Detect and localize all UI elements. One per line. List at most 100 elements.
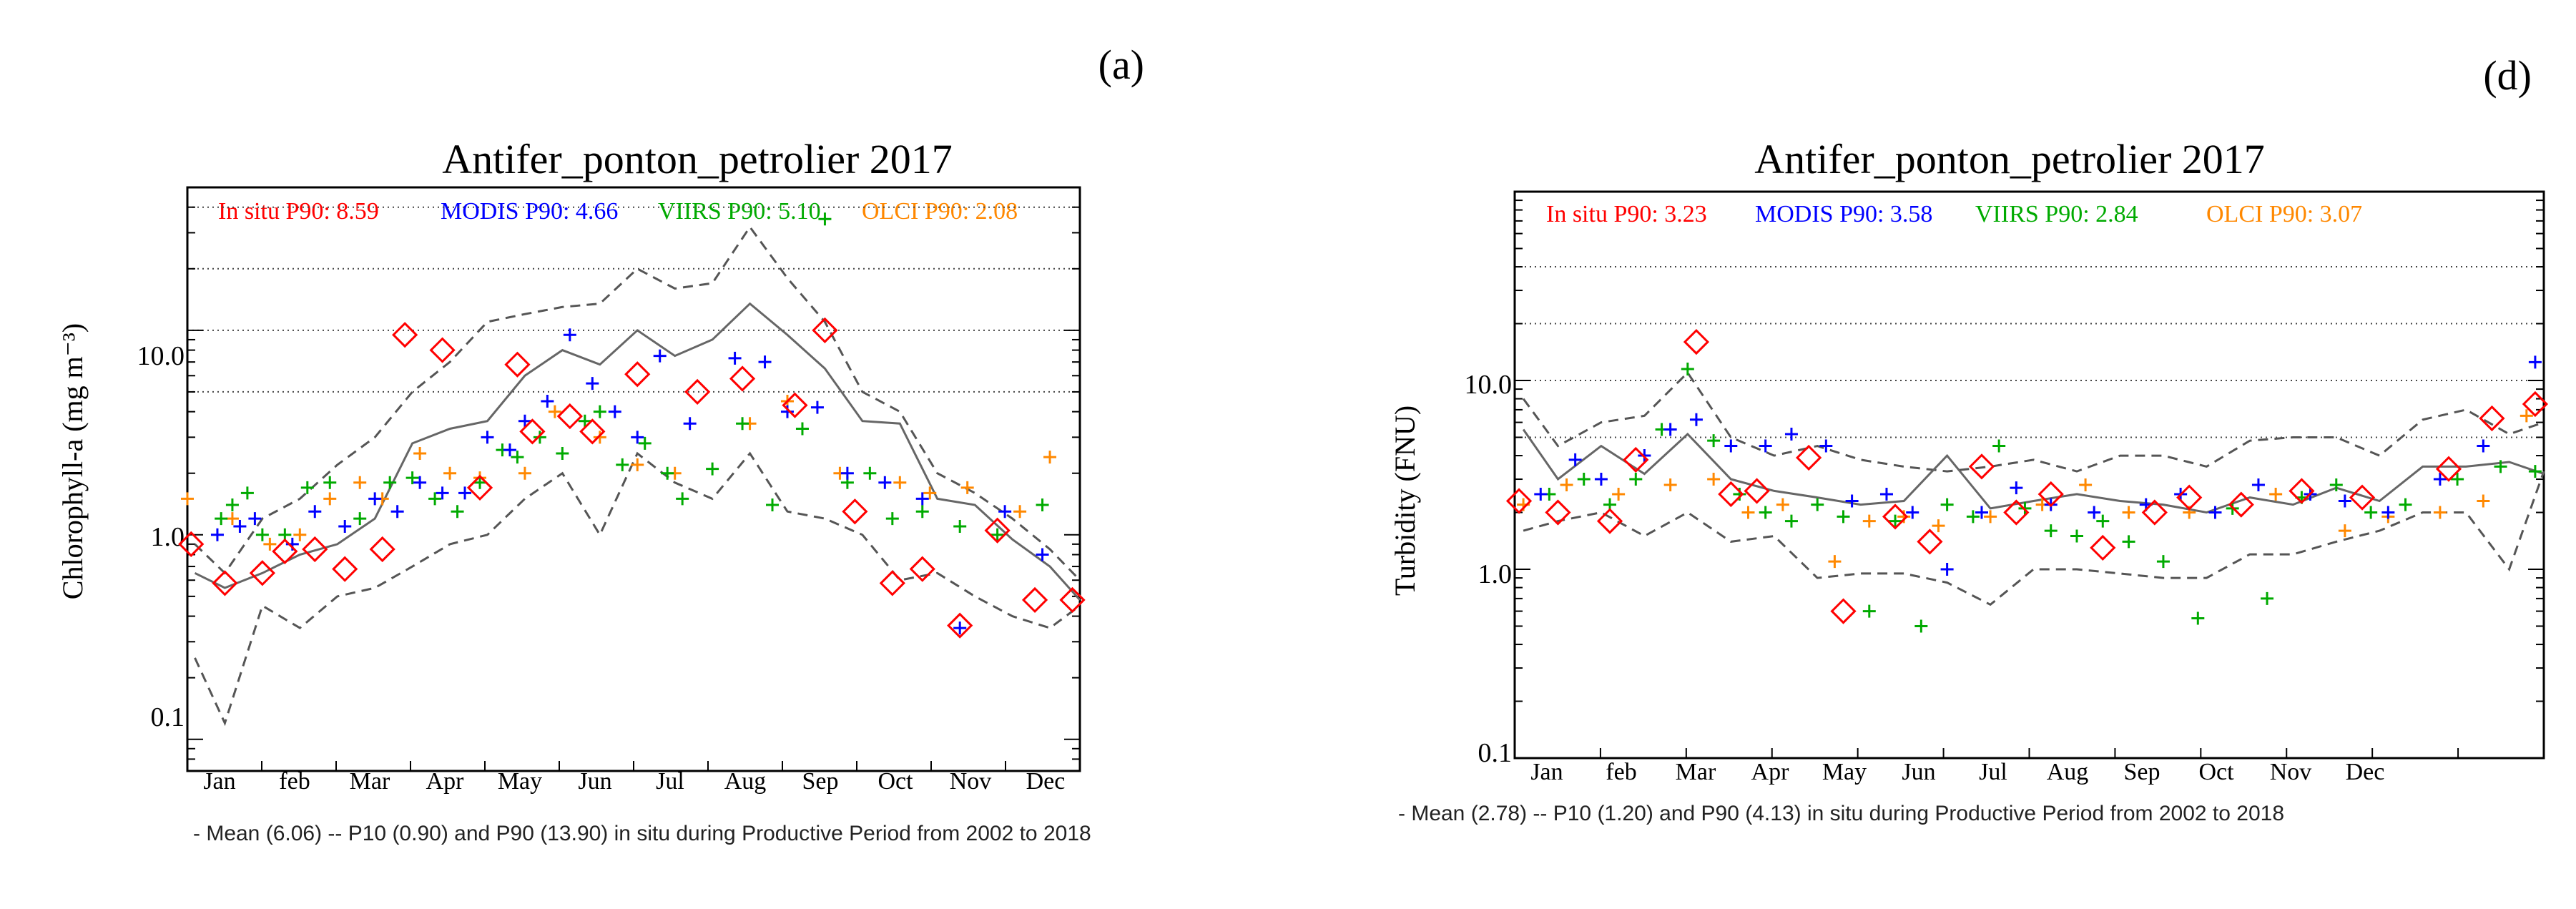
modis-point: [683, 417, 697, 431]
modis-point: [2010, 481, 2023, 495]
modis-point: [2251, 478, 2265, 491]
modis-point: [586, 377, 599, 390]
modis-point: [541, 395, 554, 408]
p90-line: [194, 225, 1081, 581]
viirs-point: [2044, 524, 2058, 538]
viirs-point: [323, 476, 337, 489]
viirs-point: [915, 505, 929, 519]
olci-point: [1707, 473, 1721, 486]
x-tick-label: Jun: [1902, 759, 1935, 785]
olci-point: [548, 405, 561, 418]
viirs-point: [300, 481, 314, 494]
modis-point: [1975, 506, 1988, 519]
y-axis-label-d: Turbidity (FNU): [1389, 406, 1421, 596]
y-axis-label-a: Chlorophyll-a (mg m⁻³): [56, 323, 89, 599]
insitu-point: [2289, 478, 2315, 504]
modis-point: [2381, 506, 2395, 519]
p90-line: [1522, 370, 2545, 473]
insitu-point: [947, 612, 973, 639]
modis-point: [631, 431, 644, 444]
viirs-point: [2399, 498, 2412, 511]
insitu-point: [302, 536, 328, 563]
insitu-point: [2479, 405, 2505, 432]
olci-point: [893, 476, 907, 489]
modis-point: [2433, 473, 2447, 486]
insitu-point: [519, 418, 546, 445]
panel-letter-a: (a): [1098, 41, 1144, 88]
insitu-point: [429, 337, 456, 363]
modis-point: [1534, 487, 1548, 501]
insitu-point: [1021, 586, 1048, 614]
viirs-point: [578, 414, 591, 428]
modis-point: [1689, 413, 1703, 426]
footnote-d: - Mean (2.78) -- P10 (1.20) and P90 (4.1…: [1398, 802, 2284, 825]
legend-viirs-d: VIIRS P90: 2.84: [1975, 201, 2138, 227]
viirs-point: [766, 498, 780, 511]
x-tick-label: Sep: [802, 768, 839, 795]
viirs-point: [215, 512, 228, 526]
modis-point: [518, 414, 531, 428]
olci-point: [1612, 487, 1626, 501]
olci-point: [2338, 524, 2351, 538]
olci-point: [353, 476, 367, 489]
x-tick-label: Apr: [426, 768, 465, 795]
x-tick-label: May: [498, 768, 542, 795]
viirs-point: [676, 492, 689, 506]
viirs-point: [2494, 460, 2507, 473]
insitu-point: [1796, 444, 1822, 471]
modis-point: [953, 621, 967, 635]
x-ticks-d: Jan feb Mar Apr May Jun Jul Aug Sep Oct …: [1530, 759, 2384, 785]
x-tick-label: feb: [279, 768, 310, 795]
insitu-point: [879, 570, 905, 596]
olci-point: [2122, 506, 2135, 519]
olci-point: [225, 512, 239, 526]
viirs-point: [736, 417, 749, 431]
viirs-point: [1992, 439, 2006, 453]
chart-panel-d: (d) Antifer_ponton_petrolier 2017 In sit…: [1389, 52, 2532, 825]
legend-insitu-a: In situ P90: 8.59: [218, 198, 379, 225]
x-tick-label: Apr: [1751, 759, 1790, 785]
mean-line: [1522, 428, 2545, 514]
insitu-point: [2037, 481, 2064, 508]
insitu-point: [332, 556, 358, 582]
insitu-point: [1882, 503, 1909, 530]
insitu-point: [2522, 390, 2549, 418]
plot-area-a: [178, 186, 1086, 772]
insitu-point: [392, 322, 418, 348]
viirs-point: [2329, 478, 2343, 491]
olci-point: [1043, 451, 1057, 464]
viirs-point: [2096, 514, 2110, 528]
legend-modis-d: MODIS P90: 3.58: [1755, 201, 1932, 227]
viirs-point: [990, 528, 1004, 541]
legend-insitu-d: In situ P90: 3.23: [1546, 201, 1707, 227]
viirs-point: [1784, 514, 1798, 528]
x-ticks-a: Jan feb Mar Apr May Jun Jul Aug Sep Oct …: [203, 768, 1065, 795]
modis-point: [308, 505, 322, 519]
viirs-point: [1733, 487, 1746, 501]
olci-point: [1741, 506, 1755, 519]
modis-point: [248, 512, 262, 526]
modis-point: [338, 519, 352, 533]
stats-legend-d: In situ P90: 3.23 MODIS P90: 3.58 VIIRS …: [1546, 201, 2362, 227]
viirs-point: [818, 212, 832, 226]
modis-point: [1940, 563, 1954, 576]
insitu-point: [504, 351, 531, 378]
insitu-point: [1718, 481, 1744, 508]
x-tick-label: Dec: [1026, 768, 1066, 795]
viirs-point: [863, 466, 877, 480]
modis-point: [780, 405, 794, 418]
x-tick-label: Sep: [2124, 759, 2160, 785]
viirs-point: [2451, 473, 2464, 486]
modis-point: [758, 355, 772, 369]
modis-point: [503, 443, 516, 457]
viirs-point: [885, 512, 899, 526]
insitu-point: [249, 560, 275, 586]
x-tick-label: Jan: [1530, 759, 1563, 785]
p10-line: [1523, 471, 2545, 606]
viirs-point: [2528, 465, 2542, 478]
legend-modis-a: MODIS P90: 4.66: [441, 198, 618, 225]
olci-point: [1984, 510, 1997, 524]
stats-legend-a: In situ P90: 8.59 MODIS P90: 4.66 VIIRS …: [218, 198, 1018, 225]
modis-point: [233, 519, 247, 533]
viirs-point: [255, 528, 269, 541]
